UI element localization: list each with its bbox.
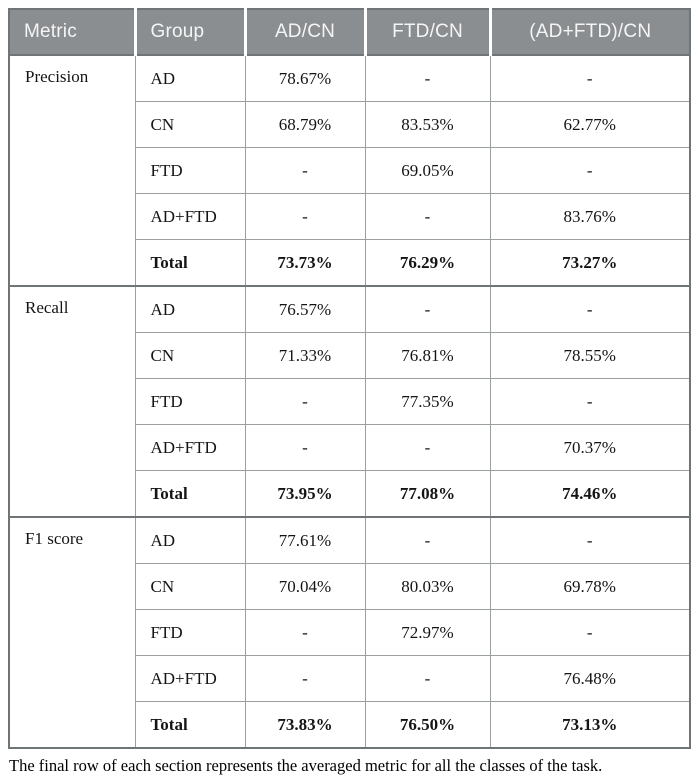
table-row: FTD - 72.97% -	[9, 609, 691, 656]
table-row: CN 70.04% 80.03% 69.78%	[9, 563, 691, 610]
value-cell: 73.13%	[489, 701, 691, 749]
table-row: F1 score AD 77.61% - -	[8, 516, 691, 749]
group-cell: AD+FTD	[134, 424, 246, 471]
table-row: CN 71.33% 76.81% 78.55%	[9, 332, 691, 379]
metrics-table: Metric Group AD/CN FTD/CN (AD+FTD)/CN Pr…	[8, 8, 691, 749]
value-cell: 76.48%	[489, 655, 691, 702]
value-cell: 73.73%	[244, 239, 366, 287]
value-cell: 80.03%	[364, 563, 491, 610]
value-cell: 77.35%	[364, 378, 491, 425]
table-row-total: Total 73.95% 77.08% 74.46%	[9, 470, 691, 518]
group-cell: CN	[134, 332, 246, 379]
value-cell: 76.81%	[364, 332, 491, 379]
page: Metric Group AD/CN FTD/CN (AD+FTD)/CN Pr…	[8, 8, 691, 775]
value-cell: -	[489, 285, 691, 333]
value-cell: 62.77%	[489, 101, 691, 148]
value-cell: -	[364, 424, 491, 471]
metric-label-precision: Precision	[8, 54, 136, 287]
group-cell: Total	[134, 701, 246, 749]
value-cell: 69.05%	[364, 147, 491, 194]
column-header-adftd-cn: (AD+FTD)/CN	[488, 9, 690, 55]
value-cell: 73.95%	[244, 470, 366, 518]
table-footnote: The final row of each section represents…	[9, 756, 603, 775]
table-row: Recall AD 76.57% - -	[8, 285, 691, 518]
value-cell: -	[489, 147, 691, 194]
group-cell: AD	[134, 285, 246, 333]
value-cell: 70.04%	[244, 563, 366, 610]
value-cell: 76.50%	[364, 701, 491, 749]
value-cell: 77.08%	[364, 470, 491, 518]
table-row: AD+FTD - - 76.48%	[9, 655, 691, 702]
metric-label-recall: Recall	[8, 285, 136, 518]
value-cell: 68.79%	[244, 101, 366, 148]
group-cell: FTD	[134, 147, 246, 194]
table-row: CN 68.79% 83.53% 62.77%	[9, 101, 691, 148]
value-cell: -	[244, 147, 366, 194]
value-cell: 76.57%	[244, 285, 366, 333]
column-header-ad-cn: AD/CN	[243, 9, 365, 55]
value-cell: -	[364, 655, 491, 702]
group-cell: AD	[134, 516, 246, 564]
value-cell: 72.97%	[364, 609, 491, 656]
value-cell: -	[364, 285, 491, 333]
value-cell: 83.53%	[364, 101, 491, 148]
value-cell: 70.37%	[489, 424, 691, 471]
group-cell: Total	[134, 470, 246, 518]
column-header-group: Group	[133, 9, 245, 55]
column-header-metric: Metric	[9, 9, 135, 55]
value-cell: -	[244, 378, 366, 425]
group-cell: FTD	[134, 378, 246, 425]
value-cell: 76.29%	[364, 239, 491, 287]
value-cell: 73.83%	[244, 701, 366, 749]
value-cell: -	[364, 54, 491, 102]
value-cell: 78.55%	[489, 332, 691, 379]
value-cell: 77.61%	[244, 516, 366, 564]
table-row: FTD - 77.35% -	[9, 378, 691, 425]
value-cell: -	[489, 609, 691, 656]
table-row-total: Total 73.83% 76.50% 73.13%	[9, 701, 691, 749]
value-cell: 71.33%	[244, 332, 366, 379]
group-cell: FTD	[134, 609, 246, 656]
table-row-total: Total 73.73% 76.29% 73.27%	[9, 239, 691, 287]
group-cell: CN	[134, 563, 246, 610]
metric-label-f1-score: F1 score	[8, 516, 136, 749]
group-cell: CN	[134, 101, 246, 148]
group-cell: AD	[134, 54, 246, 102]
value-cell: -	[244, 655, 366, 702]
group-cell: AD+FTD	[134, 655, 246, 702]
column-header-ftd-cn: FTD/CN	[363, 9, 490, 55]
table-row: AD+FTD - - 70.37%	[9, 424, 691, 471]
value-cell: -	[244, 424, 366, 471]
value-cell: -	[489, 378, 691, 425]
value-cell: -	[244, 609, 366, 656]
value-cell: 78.67%	[244, 54, 366, 102]
table-row: FTD - 69.05% -	[9, 147, 691, 194]
value-cell: -	[244, 193, 366, 240]
value-cell: -	[364, 516, 491, 564]
group-cell: AD+FTD	[134, 193, 246, 240]
header-row: Metric Group AD/CN FTD/CN (AD+FTD)/CN	[9, 9, 690, 55]
group-cell: Total	[134, 239, 246, 287]
value-cell: 74.46%	[489, 470, 691, 518]
value-cell: 73.27%	[489, 239, 691, 287]
value-cell: -	[489, 516, 691, 564]
value-cell: -	[489, 54, 691, 102]
value-cell: -	[364, 193, 491, 240]
value-cell: 69.78%	[489, 563, 691, 610]
table-row: Precision AD 78.67% - -	[8, 54, 691, 287]
value-cell: 83.76%	[489, 193, 691, 240]
table-row: AD+FTD - - 83.76%	[9, 193, 691, 240]
